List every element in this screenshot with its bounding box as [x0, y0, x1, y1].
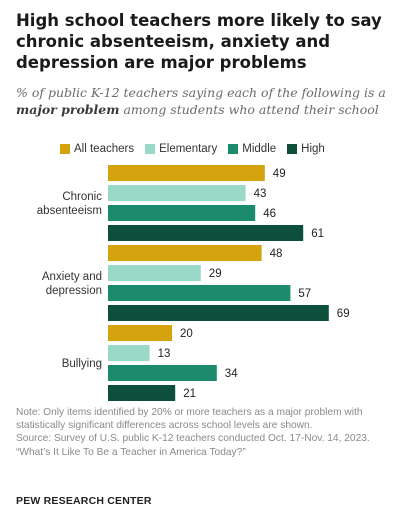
bar	[108, 245, 262, 261]
bar	[108, 325, 172, 341]
bar-value-label: 13	[158, 348, 171, 360]
legend-label: Elementary	[159, 143, 218, 155]
report-title: “What’s It Like To Be a Teacher in Ameri…	[16, 446, 246, 458]
bar	[108, 165, 265, 181]
chart-subtitle: % of public K-12 teachers saying each of…	[16, 84, 406, 118]
category-label: Bullying	[62, 358, 102, 370]
legend-item: Elementary	[145, 143, 217, 155]
bar-value-label: 21	[183, 388, 196, 400]
bar-value-label: 61	[311, 228, 324, 240]
bar	[108, 185, 246, 201]
subtitle-text-end: among students who attend their school	[119, 102, 379, 117]
source-text: Source: Survey of U.S. public K-12 teach…	[16, 433, 370, 445]
legend-item: Middle	[228, 143, 276, 155]
legend-label: High	[301, 143, 325, 155]
chart-legend: All teachers Elementary Middle High	[60, 142, 336, 156]
legend-item: High	[287, 143, 325, 155]
legend-label: All teachers	[74, 143, 135, 155]
bar	[108, 365, 217, 381]
bar-chart: Chronic absenteeism 49 43 46 61 Anxiety and dep…	[37, 165, 350, 401]
category-label: depression	[46, 285, 102, 297]
bar-value-label: 69	[337, 308, 350, 320]
bar	[108, 345, 150, 361]
organization-name: PEW RESEARCH CENTER	[16, 495, 152, 507]
chart-title: High school teachers more likely to say …	[16, 11, 382, 72]
category-label: Anxiety and	[42, 271, 102, 283]
bar	[108, 285, 291, 301]
subtitle-emphasis: major problem	[16, 102, 120, 117]
subtitle-text: % of public K-12 teachers saying each of…	[16, 85, 386, 100]
bar-value-label: 20	[180, 328, 193, 340]
bar-value-label: 57	[298, 288, 311, 300]
legend-swatch	[287, 144, 298, 154]
bar-value-label: 48	[270, 248, 283, 260]
bar	[108, 225, 304, 241]
bar-value-label: 43	[254, 188, 267, 200]
legend-swatch	[145, 144, 156, 154]
note-text: Note: Only items identified by 20% or mo…	[16, 407, 363, 432]
bar	[108, 385, 176, 401]
bar	[108, 205, 256, 221]
bar	[108, 265, 201, 281]
category-label: absenteeism	[37, 205, 102, 217]
category-label: Chronic	[62, 191, 102, 203]
legend-label: Middle	[242, 143, 277, 155]
legend-item: All teachers	[60, 143, 134, 155]
chart-notes: Note: Only items identified by 20% or mo…	[16, 406, 396, 459]
legend-swatch	[228, 144, 239, 154]
bar-value-label: 29	[209, 268, 222, 280]
bar-value-label: 49	[273, 168, 286, 180]
legend-swatch	[60, 144, 70, 154]
bar	[108, 305, 329, 321]
bar-value-label: 46	[263, 208, 276, 220]
bar-value-label: 34	[225, 368, 238, 380]
